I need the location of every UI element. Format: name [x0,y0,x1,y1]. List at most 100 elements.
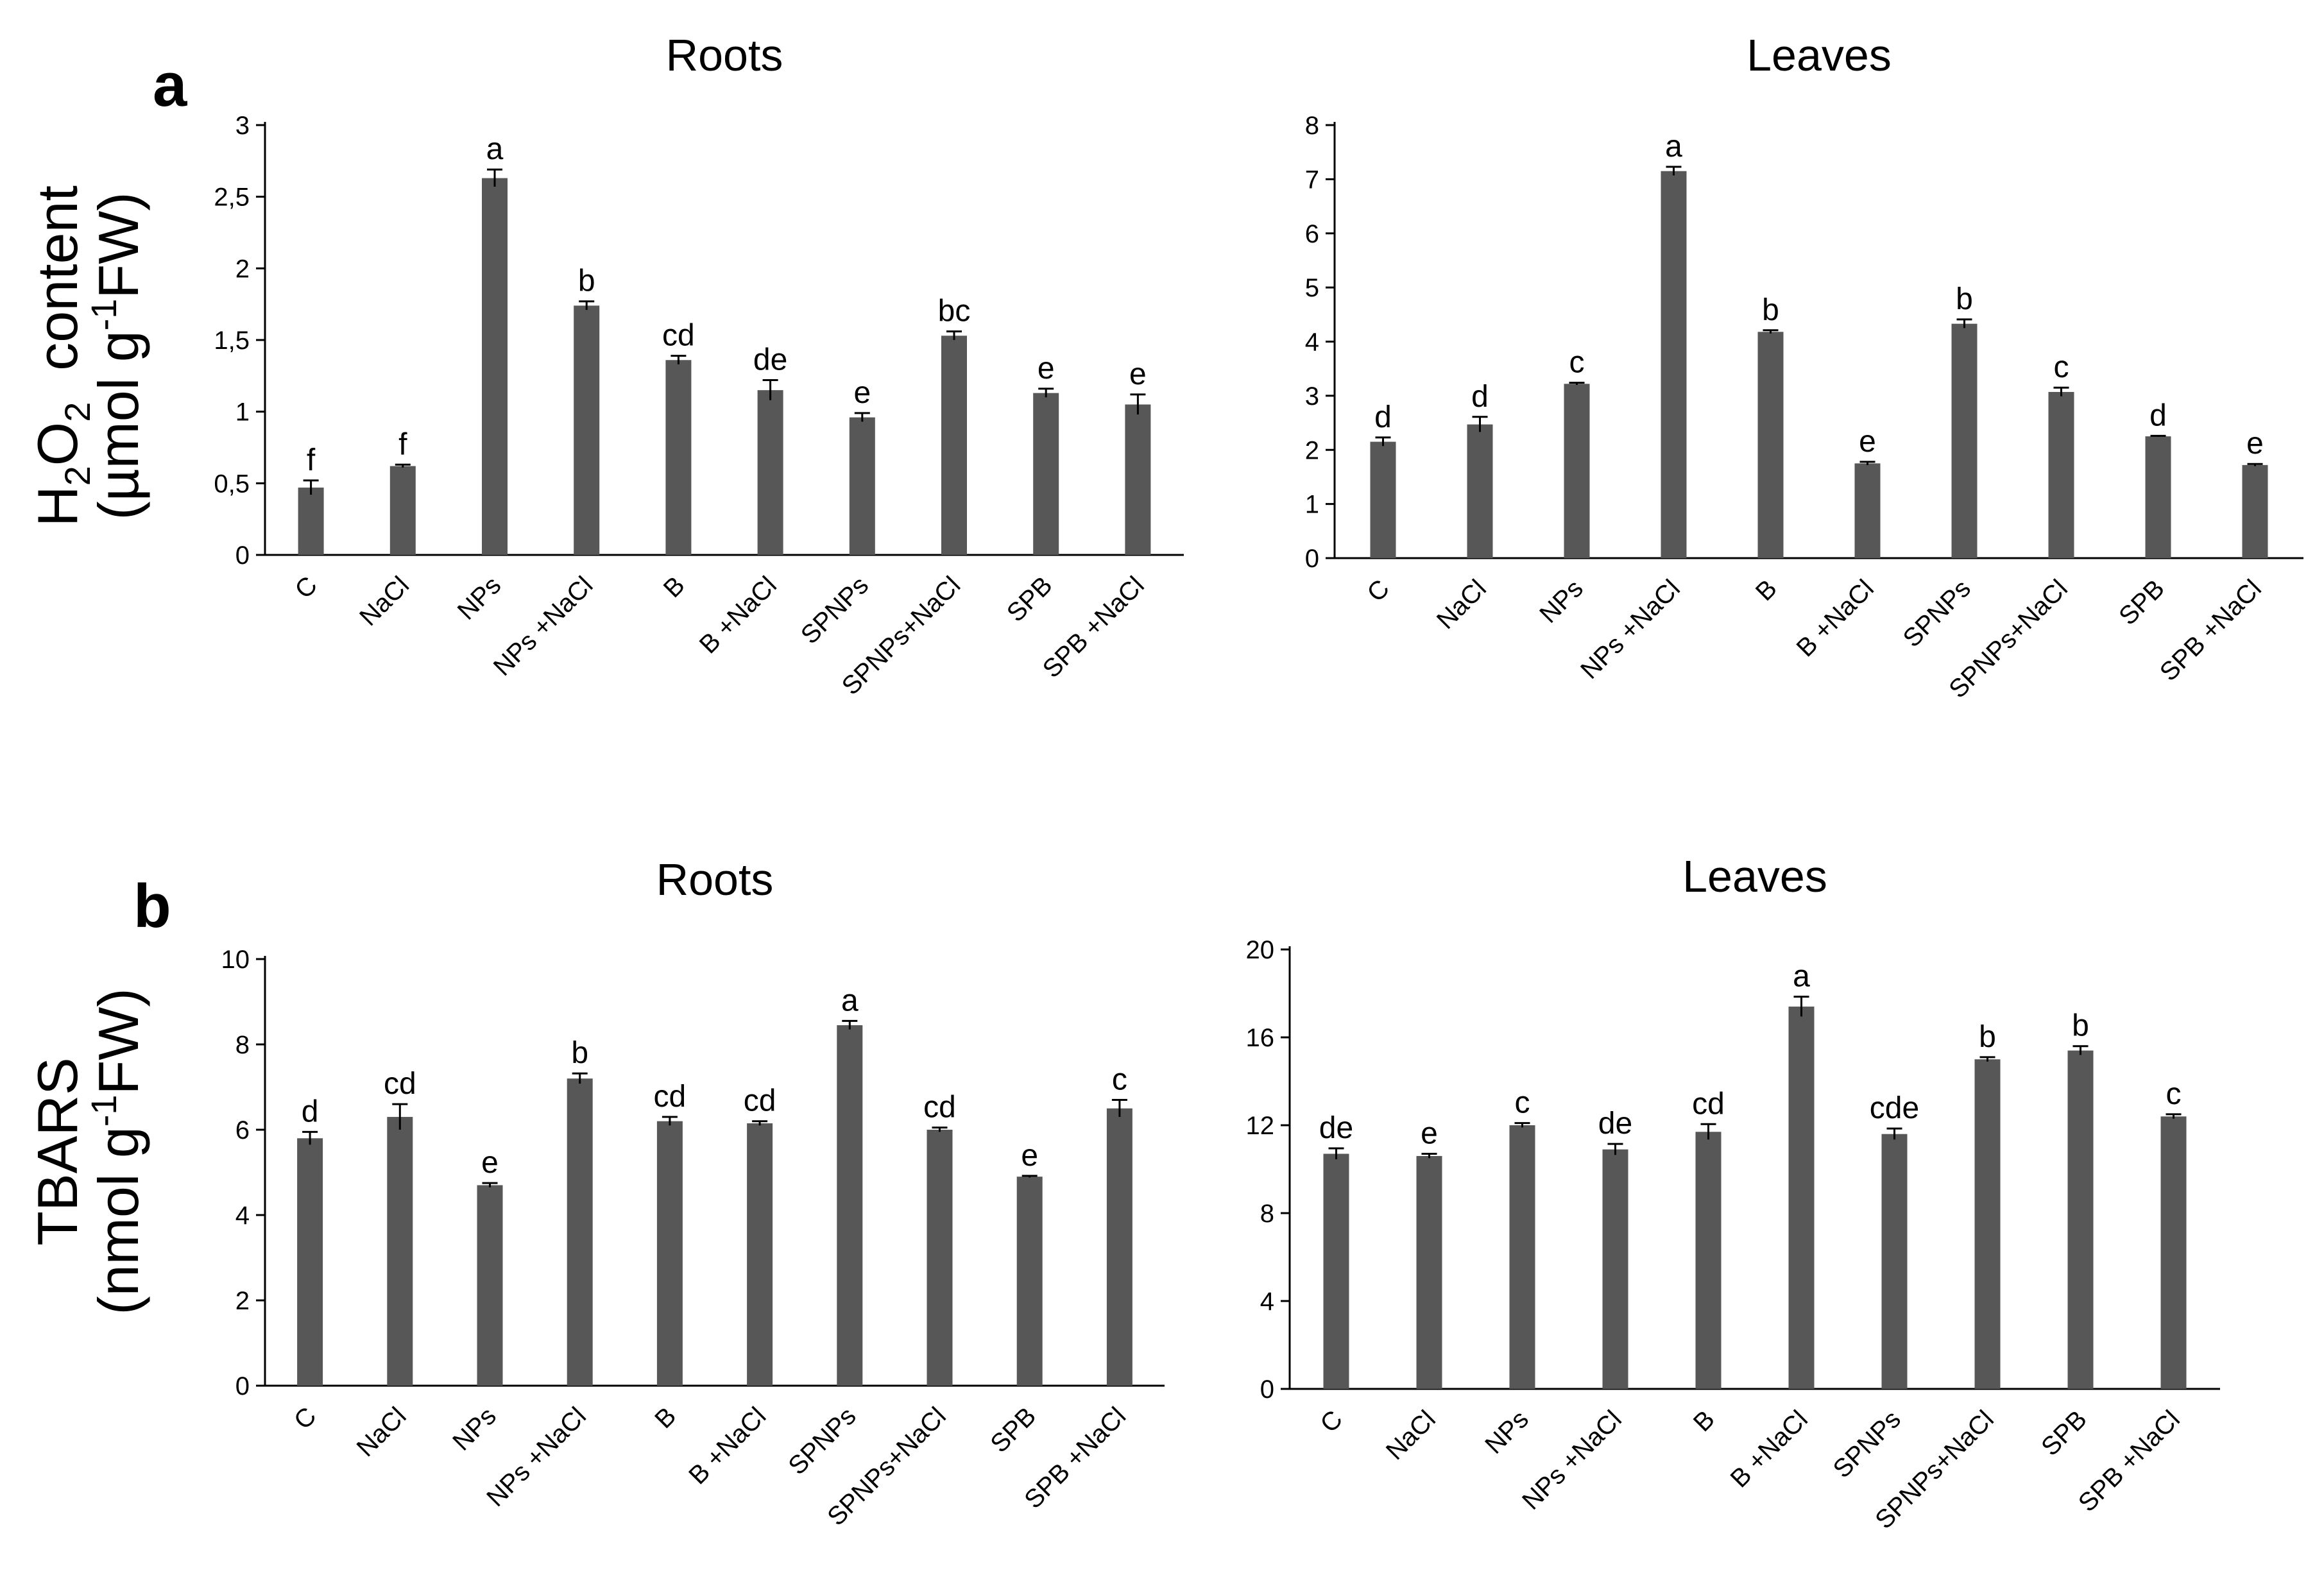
bar [389,466,416,555]
y-tick-label: 12 [1246,1112,1275,1140]
y-tick-label: 0,5 [214,470,250,498]
significance-label: c [2054,350,2069,384]
bar [567,1078,593,1386]
bar [1370,441,1396,558]
significance-label: b [571,1036,588,1070]
bar [1564,384,1590,558]
y-tick-label: 10 [221,946,250,974]
significance-label: e [853,376,871,410]
bar [1602,1149,1628,1389]
y-tick-label: 6 [235,1116,250,1144]
y-tick-label: 16 [1246,1024,1275,1052]
category-label: B [649,1402,681,1434]
bar [1106,1108,1132,1386]
bar [747,1123,773,1386]
y-tick-label: 2,5 [214,183,250,212]
category-label: NPs +NaCl [1575,574,1686,685]
bar [1661,171,1687,558]
bar [1881,1134,1908,1389]
category-label: SPNPs [783,1402,861,1480]
panel-b-ylabel-line2: (nmol g-1FW) [83,988,150,1314]
category-label: B [1750,574,1782,606]
significance-label: de [1319,1111,1353,1145]
chart-title: Roots [656,855,774,905]
category-label: NPs [447,1402,502,1456]
category-label: SPB +NaCl [2073,1405,2185,1517]
category-label: NPs +NaCl [488,571,599,681]
category-label: B +NaCl [694,571,782,659]
chart-a-leaves: Leaves 0 1 2 3 4 5 6 7 8 d Cd NaCl c NPs a NPs +NaCl b Be B… [1305,30,2303,704]
significance-label: b [578,264,595,298]
significance-label: cd [1692,1087,1725,1121]
category-label: B [658,571,690,603]
panel-label-b: b [133,872,171,940]
y-tick-label: 6 [1305,220,1319,248]
significance-label: cd [923,1091,956,1125]
bar [941,336,967,555]
bar [574,305,600,555]
category-label: NPs [1534,574,1589,629]
category-label: NPs +NaCl [1517,1405,1627,1515]
significance-label: b [1762,293,1779,327]
significance-label: e [1038,352,1055,386]
y-tick-label: 1,5 [214,327,250,355]
panel-b-ylabel-line1: TBARS [26,1057,89,1245]
significance-label: d [1374,400,1392,434]
category-label: NPs [452,571,507,625]
y-tick-label: 4 [235,1202,250,1230]
significance-label: c [1112,1062,1127,1096]
category-label: C [289,571,323,604]
significance-label: cd [384,1067,416,1101]
significance-label: c [1569,346,1585,380]
bar [1788,1007,1815,1389]
category-label: SPB +NaCl [2155,574,2267,686]
category-label: B +NaCl [683,1402,771,1490]
category-label: SPNPs [1828,1405,1906,1483]
category-label: SPNPs [1898,574,1976,652]
panel-a-ylabel: H2O2 content (µmol g-1FW) [26,185,150,527]
significance-label: e [1021,1139,1038,1173]
category-label: SPNPs [796,571,874,649]
y-tick-label: 3 [235,112,250,140]
significance-label: bc [938,294,971,328]
category-label: SPB [2036,1405,2092,1461]
category-label: B [1688,1405,1720,1437]
category-label: C [289,1402,322,1435]
y-tick-label: 4 [1260,1288,1274,1316]
significance-label: cd [744,1084,776,1118]
category-label: SPB [1002,571,1058,627]
significance-label: f [398,427,407,461]
significance-label: c [2166,1077,2182,1111]
significance-label: a [841,983,859,1017]
significance-label: b [1979,1020,1996,1054]
bar [1125,404,1151,555]
bar [482,178,508,556]
bar [2048,391,2074,558]
panel-a-ylabel-line1: H2O2 content [26,185,98,527]
category-label: NaCl [1431,574,1492,634]
bar [1695,1132,1722,1389]
y-tick-label: 20 [1246,936,1275,964]
bar [2067,1050,2094,1389]
bar [1323,1153,1349,1389]
y-tick-label: 4 [1305,328,1319,357]
y-tick-label: 0 [1305,545,1319,573]
y-tick-label: 8 [235,1031,250,1059]
y-tick-label: 8 [1260,1200,1274,1228]
significance-label: f [307,443,316,477]
category-label: B +NaCl [1725,1405,1813,1493]
charts: Roots 0 0,5 1 1,5 2 2,5 3 f Cf NaCl a NPs b NPs +NaCl c… [214,30,2303,1535]
bar [2242,464,2268,558]
category-label: NPs [1480,1405,1534,1459]
significance-label: b [2072,1009,2089,1043]
significance-label: e [2246,427,2264,461]
bar [757,390,783,555]
bar [298,488,324,555]
chart-a-roots: Roots 0 0,5 1 1,5 2 2,5 3 f Cf NaCl a NPs b NPs +NaCl c… [214,30,1184,701]
y-tick-label: 0 [235,541,250,570]
bar [849,417,875,555]
significance-label: d [302,1094,319,1128]
significance-label: e [1859,425,1876,459]
bar [1467,424,1493,558]
